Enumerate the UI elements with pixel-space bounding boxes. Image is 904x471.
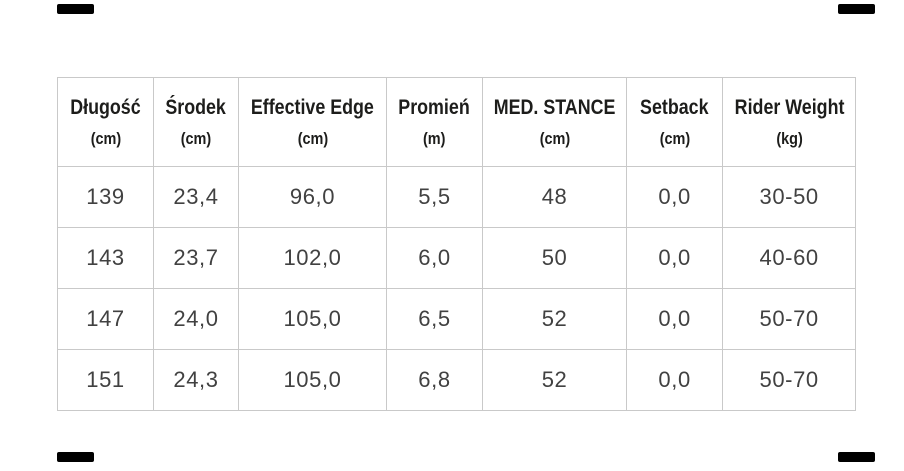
column-unit: (cm)	[297, 128, 328, 148]
table-cell: 105,0	[238, 349, 387, 411]
table-cell: 0,0	[626, 166, 724, 228]
table-cell: 0,0	[626, 227, 724, 289]
column-unit: (m)	[423, 128, 446, 148]
corner-mark-top-left	[57, 4, 94, 14]
table-cell: 0,0	[626, 288, 724, 350]
corner-mark-top-right	[838, 4, 875, 14]
table-cell: 24,3	[153, 349, 239, 411]
table-cell: 52	[481, 349, 628, 411]
table-cell: 143	[57, 227, 154, 289]
table-cell: 0,0	[626, 349, 724, 411]
table-cell: 105,0	[238, 288, 387, 350]
table-cell: 48	[481, 166, 628, 228]
table-cell: 24,0	[153, 288, 239, 350]
header-row: Długość (cm) Środek (cm) Effective Edge …	[57, 77, 857, 167]
table-cell: 6,0	[386, 227, 483, 289]
column-label: Promień	[398, 95, 471, 119]
corner-mark-bottom-left	[57, 452, 94, 462]
table-cell: 52	[481, 288, 628, 350]
column-label: Setback	[640, 95, 709, 119]
table-cell: 151	[57, 349, 154, 411]
column-unit: (kg)	[775, 128, 803, 148]
table-cell: 40-60	[722, 227, 857, 289]
table-cell: 50	[481, 227, 628, 289]
header-cell: Promień (m)	[386, 77, 483, 167]
table-cell: 96,0	[238, 166, 387, 228]
column-label: Effective Edge	[250, 95, 375, 119]
header-cell: Rider Weight (kg)	[722, 77, 857, 167]
header-cell: Długość (cm)	[57, 77, 154, 167]
spec-table: Długość (cm) Środek (cm) Effective Edge …	[57, 77, 857, 411]
table-cell: 50-70	[722, 349, 857, 411]
table-row: 139 23,4 96,0 5,5 48 0,0 30-50	[57, 166, 857, 228]
table-cell: 5,5	[386, 166, 483, 228]
table-cell: 23,4	[153, 166, 239, 228]
table-cell: 50-70	[722, 288, 857, 350]
table-row: 151 24,3 105,0 6,8 52 0,0 50-70	[57, 349, 857, 411]
header-cell: Setback (cm)	[626, 77, 724, 167]
table-cell: 147	[57, 288, 154, 350]
table-cell: 139	[57, 166, 154, 228]
table-row: 143 23,7 102,0 6,0 50 0,0 40-60	[57, 227, 857, 289]
table-cell: 30-50	[722, 166, 857, 228]
column-label: MED. STANCE	[493, 95, 616, 119]
column-label: Długość	[70, 95, 141, 119]
column-unit: (cm)	[180, 128, 212, 148]
table-cell: 6,5	[386, 288, 483, 350]
table-row: 147 24,0 105,0 6,5 52 0,0 50-70	[57, 288, 857, 350]
column-label: Środek	[165, 95, 227, 119]
header-cell: Środek (cm)	[153, 77, 239, 167]
column-unit: (cm)	[90, 128, 121, 148]
corner-mark-bottom-right	[838, 452, 875, 462]
column-unit: (cm)	[659, 128, 690, 148]
header-cell: MED. STANCE (cm)	[481, 77, 628, 167]
header-cell: Effective Edge (cm)	[238, 77, 387, 167]
table-cell: 102,0	[238, 227, 387, 289]
table-cell: 23,7	[153, 227, 239, 289]
table-cell: 6,8	[386, 349, 483, 411]
column-label: Rider Weight	[734, 95, 845, 119]
column-unit: (cm)	[539, 128, 570, 148]
